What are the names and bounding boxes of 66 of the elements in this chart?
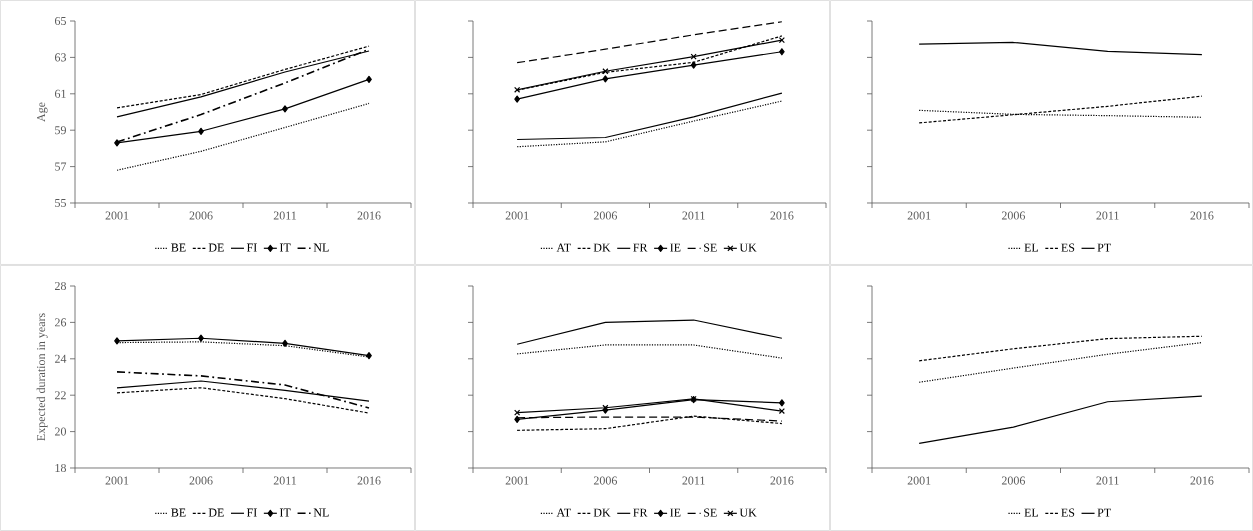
x-tick-label: 2016 — [1190, 476, 1214, 485]
y-tick-label: 57 — [55, 162, 67, 171]
y-axis-title: Age — [37, 102, 48, 122]
y-tick-label: 61 — [54, 89, 66, 98]
legend-label: SE — [704, 243, 717, 252]
legend-label: ES — [1061, 508, 1075, 517]
legend-label: DK — [593, 243, 611, 252]
legend-label: UK — [739, 508, 757, 517]
y-tick-label: 28 — [55, 281, 67, 291]
legend-label: DE — [208, 243, 224, 252]
y-tick-label: 20 — [55, 427, 67, 436]
legend-label: FI — [246, 508, 257, 517]
x-tick-label: 2006 — [593, 211, 618, 220]
legend-label: NL — [313, 243, 329, 252]
x-tick-label: 2006 — [189, 211, 213, 220]
legend-label: DK — [593, 508, 611, 517]
x-tick-label: 2011 — [1096, 211, 1119, 220]
y-tick-label: 63 — [54, 53, 67, 62]
legend-label: IT — [279, 243, 291, 252]
legend-label: PT — [1097, 508, 1111, 517]
legend-label: AT — [556, 243, 571, 252]
legend-label: BE — [171, 508, 186, 517]
y-tick-label: 18 — [55, 463, 67, 473]
x-tick-label: 2001 — [907, 211, 931, 220]
x-tick-label: 2016 — [770, 476, 794, 485]
x-tick-label: 2006 — [1001, 211, 1026, 220]
legend-label: BE — [171, 243, 186, 252]
legend-label: ES — [1061, 243, 1075, 252]
legend-label: FR — [633, 508, 648, 517]
y-tick-label: 59 — [55, 126, 66, 135]
legend-label: EL — [1024, 508, 1039, 517]
legend-label: UK — [739, 243, 757, 252]
x-tick-label: 2006 — [593, 476, 618, 485]
legend-label: SE — [704, 508, 717, 517]
x-tick-label: 2001 — [505, 211, 529, 220]
legend-label: AT — [556, 508, 571, 517]
x-tick-label: 2001 — [907, 476, 931, 485]
x-tick-label: 2011 — [1096, 476, 1119, 485]
x-tick-label: 2016 — [357, 211, 381, 220]
legend-label: IT — [279, 508, 291, 517]
x-tick-label: 2011 — [682, 476, 705, 485]
x-tick-label: 2006 — [189, 476, 213, 485]
x-tick-label: 2001 — [105, 211, 129, 220]
legend-label: IE — [670, 243, 681, 252]
legend-label: FR — [633, 243, 648, 252]
y-axis-title: Expected duration in years — [36, 313, 48, 441]
legend-label: IE — [670, 508, 681, 517]
x-tick-label: 2011 — [273, 476, 297, 485]
y-tick-label: 22 — [55, 391, 66, 400]
y-tick-label: 24 — [55, 354, 67, 363]
x-tick-label: 2001 — [105, 476, 129, 485]
legend-label: FI — [246, 243, 257, 252]
y-tick-label: 55 — [55, 199, 67, 207]
legend-label: PT — [1097, 243, 1111, 252]
y-tick-label: 26 — [55, 318, 67, 327]
x-tick-label: 2016 — [770, 211, 794, 220]
x-tick-label: 2006 — [1001, 476, 1026, 485]
x-tick-label: 2016 — [1190, 211, 1214, 220]
x-tick-label: 2011 — [273, 211, 297, 220]
x-tick-label: 2016 — [357, 476, 381, 485]
x-tick-label: 2001 — [505, 476, 529, 485]
x-tick-label: 2011 — [682, 211, 705, 220]
legend-label: DE — [208, 508, 224, 517]
y-tick-label: 65 — [54, 16, 67, 26]
legend-label: EL — [1024, 243, 1039, 252]
legend-label: NL — [313, 508, 329, 517]
